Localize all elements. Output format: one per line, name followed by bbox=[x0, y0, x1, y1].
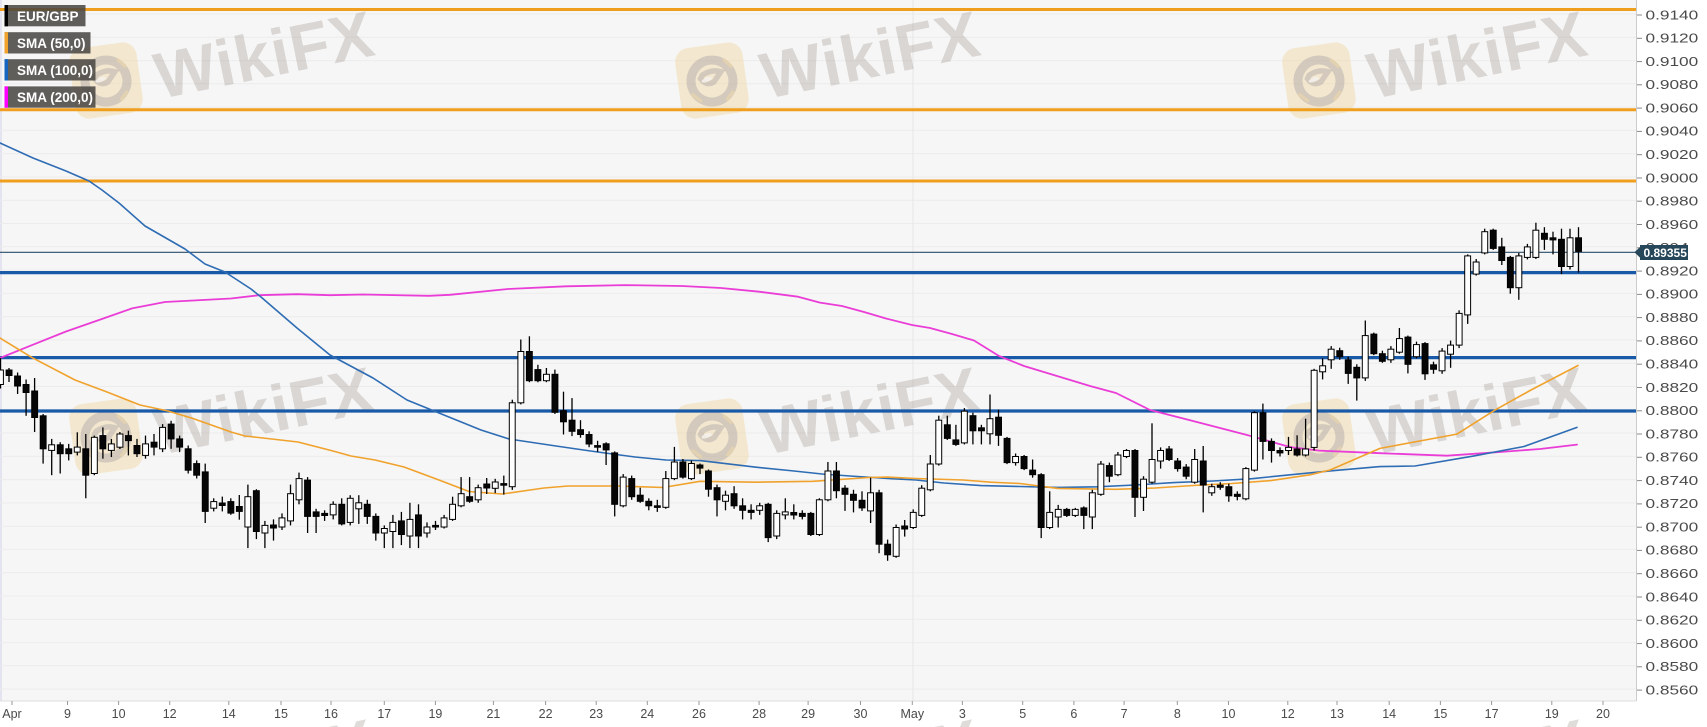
svg-text:3: 3 bbox=[959, 707, 966, 721]
svg-text:0.8600: 0.8600 bbox=[1646, 637, 1699, 651]
svg-text:12: 12 bbox=[163, 707, 177, 721]
svg-text:0.8780: 0.8780 bbox=[1646, 428, 1699, 442]
svg-text:0.8660: 0.8660 bbox=[1646, 567, 1699, 581]
svg-text:0.8820: 0.8820 bbox=[1646, 381, 1699, 395]
svg-text:6: 6 bbox=[1070, 707, 1077, 721]
svg-text:EUR/GBP: EUR/GBP bbox=[17, 9, 79, 24]
svg-text:0.89355: 0.89355 bbox=[1644, 246, 1688, 260]
svg-text:8: 8 bbox=[1174, 707, 1181, 721]
svg-text:0.8960: 0.8960 bbox=[1646, 218, 1699, 232]
svg-text:0.8640: 0.8640 bbox=[1646, 591, 1699, 605]
svg-text:0.9140: 0.9140 bbox=[1646, 9, 1699, 23]
svg-text:17: 17 bbox=[1485, 707, 1499, 721]
svg-text:0.9040: 0.9040 bbox=[1646, 125, 1699, 139]
svg-text:0.9100: 0.9100 bbox=[1646, 55, 1699, 69]
svg-text:19: 19 bbox=[1545, 707, 1559, 721]
svg-text:15: 15 bbox=[1433, 707, 1447, 721]
svg-text:9: 9 bbox=[64, 707, 71, 721]
svg-text:21: 21 bbox=[486, 707, 500, 721]
svg-text:0.8980: 0.8980 bbox=[1646, 195, 1699, 209]
svg-text:0.9000: 0.9000 bbox=[1646, 172, 1699, 186]
svg-text:Apr: Apr bbox=[2, 707, 21, 721]
svg-text:14: 14 bbox=[222, 707, 236, 721]
svg-text:0.9120: 0.9120 bbox=[1646, 32, 1699, 46]
svg-text:0.8900: 0.8900 bbox=[1646, 288, 1699, 302]
svg-text:SMA (50,0): SMA (50,0) bbox=[17, 36, 86, 51]
svg-text:28: 28 bbox=[752, 707, 766, 721]
svg-text:10: 10 bbox=[1222, 707, 1236, 721]
svg-text:16: 16 bbox=[324, 707, 338, 721]
svg-text:30: 30 bbox=[854, 707, 868, 721]
svg-text:10: 10 bbox=[112, 707, 126, 721]
svg-text:0.8740: 0.8740 bbox=[1646, 474, 1699, 488]
svg-text:May: May bbox=[900, 707, 924, 721]
svg-text:0.8560: 0.8560 bbox=[1646, 684, 1699, 698]
svg-text:0.9060: 0.9060 bbox=[1646, 102, 1699, 116]
svg-text:19: 19 bbox=[428, 707, 442, 721]
svg-text:0.8680: 0.8680 bbox=[1646, 544, 1699, 558]
svg-text:0.9080: 0.9080 bbox=[1646, 78, 1699, 92]
svg-text:15: 15 bbox=[274, 707, 288, 721]
svg-text:0.8700: 0.8700 bbox=[1646, 521, 1699, 535]
svg-text:0.8880: 0.8880 bbox=[1646, 311, 1699, 325]
svg-text:SMA (100,0): SMA (100,0) bbox=[17, 63, 93, 78]
svg-text:7: 7 bbox=[1121, 707, 1128, 721]
svg-text:20: 20 bbox=[1596, 707, 1610, 721]
svg-text:24: 24 bbox=[640, 707, 654, 721]
svg-text:SMA (200,0): SMA (200,0) bbox=[17, 90, 93, 105]
svg-text:23: 23 bbox=[589, 707, 603, 721]
svg-text:0.8840: 0.8840 bbox=[1646, 358, 1699, 372]
svg-text:0.8580: 0.8580 bbox=[1646, 660, 1699, 674]
svg-text:14: 14 bbox=[1382, 707, 1396, 721]
svg-text:0.9020: 0.9020 bbox=[1646, 148, 1699, 162]
svg-text:0.8620: 0.8620 bbox=[1646, 614, 1699, 628]
svg-text:29: 29 bbox=[801, 707, 815, 721]
svg-text:0.8860: 0.8860 bbox=[1646, 334, 1699, 348]
svg-text:0.8800: 0.8800 bbox=[1646, 404, 1699, 418]
svg-text:13: 13 bbox=[1330, 707, 1344, 721]
svg-text:0.8760: 0.8760 bbox=[1646, 451, 1699, 465]
svg-text:5: 5 bbox=[1019, 707, 1026, 721]
svg-text:26: 26 bbox=[692, 707, 706, 721]
svg-text:22: 22 bbox=[539, 707, 553, 721]
svg-text:12: 12 bbox=[1281, 707, 1295, 721]
svg-text:0.8720: 0.8720 bbox=[1646, 497, 1699, 511]
svg-text:0.8920: 0.8920 bbox=[1646, 265, 1699, 279]
svg-text:17: 17 bbox=[377, 707, 391, 721]
